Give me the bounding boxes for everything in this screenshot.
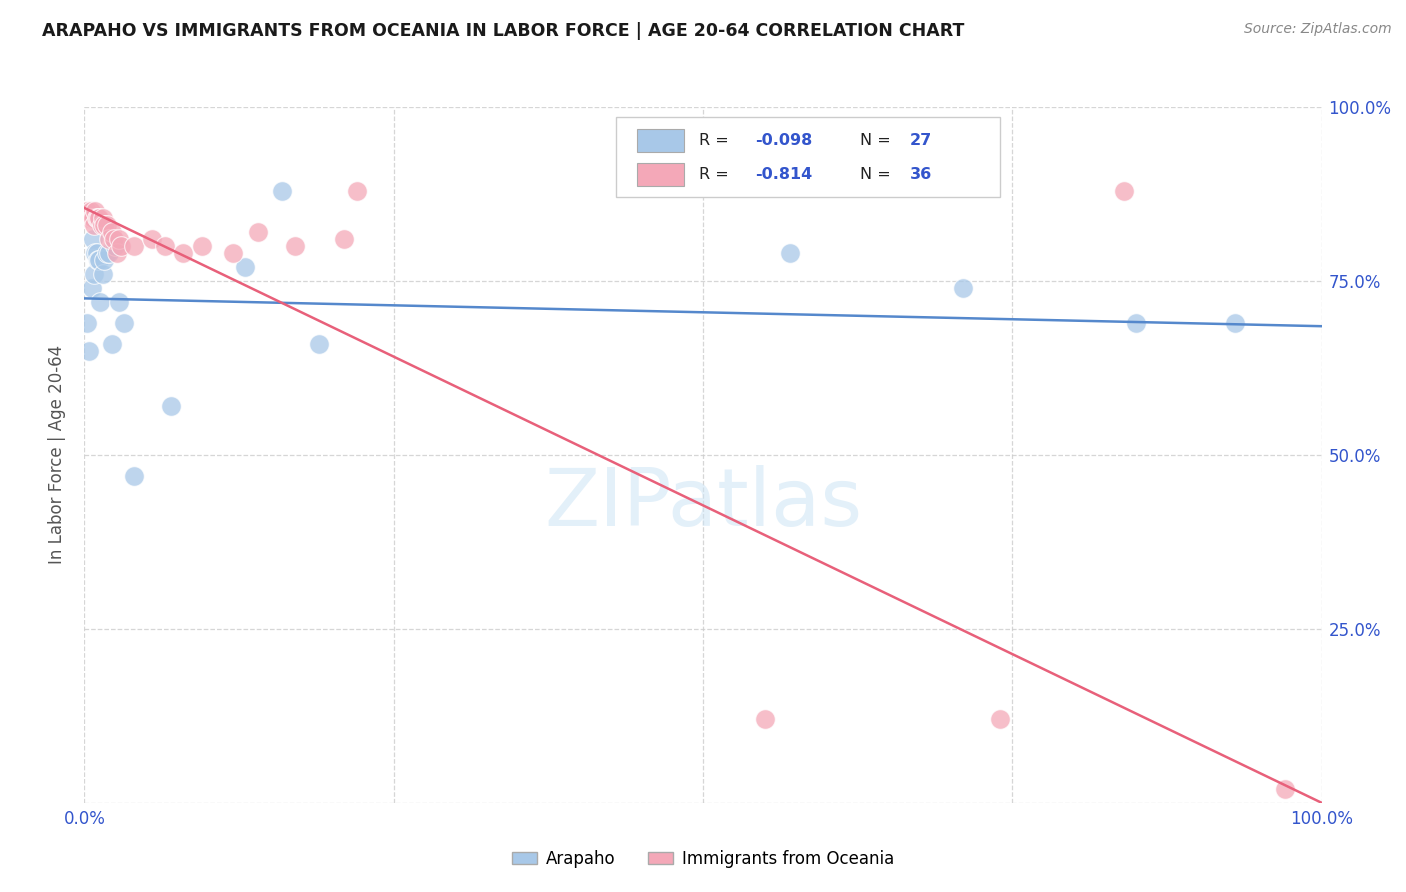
Point bbox=[160, 399, 183, 413]
Point bbox=[84, 204, 107, 219]
Point bbox=[191, 239, 214, 253]
Point bbox=[1125, 316, 1147, 330]
FancyBboxPatch shape bbox=[637, 162, 685, 186]
Point bbox=[76, 316, 98, 330]
Point bbox=[1274, 781, 1296, 796]
Point bbox=[153, 239, 176, 253]
Y-axis label: In Labor Force | Age 20-64: In Labor Force | Age 20-64 bbox=[48, 345, 66, 565]
Point bbox=[333, 232, 356, 246]
Point bbox=[96, 246, 118, 260]
Point bbox=[76, 204, 98, 219]
Text: -0.098: -0.098 bbox=[755, 133, 813, 148]
Point bbox=[246, 225, 269, 239]
Point bbox=[89, 211, 111, 226]
Point bbox=[122, 468, 145, 483]
Point bbox=[87, 253, 110, 268]
Point bbox=[104, 239, 127, 253]
Point bbox=[79, 211, 101, 226]
FancyBboxPatch shape bbox=[637, 129, 685, 153]
Point bbox=[82, 232, 104, 246]
Point bbox=[86, 246, 108, 260]
Point bbox=[82, 211, 104, 226]
Point bbox=[93, 253, 115, 268]
FancyBboxPatch shape bbox=[616, 118, 1000, 197]
Text: ZIPatlas: ZIPatlas bbox=[544, 465, 862, 542]
Point bbox=[108, 232, 131, 246]
Point bbox=[79, 343, 101, 358]
Point bbox=[112, 316, 135, 330]
Text: N =: N = bbox=[860, 133, 896, 148]
Point bbox=[87, 211, 110, 226]
Point bbox=[90, 219, 112, 233]
Point bbox=[77, 211, 100, 226]
Text: ARAPAHO VS IMMIGRANTS FROM OCEANIA IN LABOR FORCE | AGE 20-64 CORRELATION CHART: ARAPAHO VS IMMIGRANTS FROM OCEANIA IN LA… bbox=[42, 22, 965, 40]
Point bbox=[75, 211, 97, 226]
Point bbox=[89, 294, 111, 309]
Point bbox=[233, 260, 256, 274]
Point bbox=[80, 211, 103, 226]
Point bbox=[84, 246, 107, 260]
Point bbox=[172, 246, 194, 260]
Point bbox=[1112, 184, 1135, 198]
Point bbox=[93, 219, 115, 233]
Point bbox=[91, 267, 114, 281]
Point bbox=[100, 336, 122, 351]
Point bbox=[83, 219, 105, 233]
Point bbox=[108, 294, 131, 309]
Point bbox=[110, 239, 132, 253]
Point bbox=[988, 712, 1011, 726]
Point bbox=[308, 336, 330, 351]
Point bbox=[83, 267, 105, 281]
Text: 27: 27 bbox=[910, 133, 932, 148]
Legend: Arapaho, Immigrants from Oceania: Arapaho, Immigrants from Oceania bbox=[505, 843, 901, 874]
Point bbox=[754, 712, 776, 726]
Point bbox=[346, 184, 368, 198]
Point bbox=[80, 281, 103, 295]
Text: R =: R = bbox=[699, 133, 734, 148]
Point bbox=[100, 225, 122, 239]
Point bbox=[141, 232, 163, 246]
Point bbox=[89, 253, 111, 268]
Point bbox=[1223, 316, 1246, 330]
Text: -0.814: -0.814 bbox=[755, 167, 813, 182]
Text: 36: 36 bbox=[910, 167, 932, 182]
Point bbox=[222, 246, 245, 260]
Point bbox=[86, 211, 108, 226]
Text: R =: R = bbox=[699, 167, 734, 182]
Text: Source: ZipAtlas.com: Source: ZipAtlas.com bbox=[1244, 22, 1392, 37]
Point bbox=[98, 246, 121, 260]
Point bbox=[91, 211, 114, 226]
Point bbox=[103, 232, 125, 246]
Point bbox=[779, 246, 801, 260]
Text: N =: N = bbox=[860, 167, 896, 182]
Point bbox=[105, 246, 128, 260]
Point bbox=[271, 184, 294, 198]
Point bbox=[98, 232, 121, 246]
Point bbox=[96, 219, 118, 233]
Point bbox=[79, 204, 101, 219]
Point bbox=[284, 239, 307, 253]
Point bbox=[122, 239, 145, 253]
Point bbox=[952, 281, 974, 295]
